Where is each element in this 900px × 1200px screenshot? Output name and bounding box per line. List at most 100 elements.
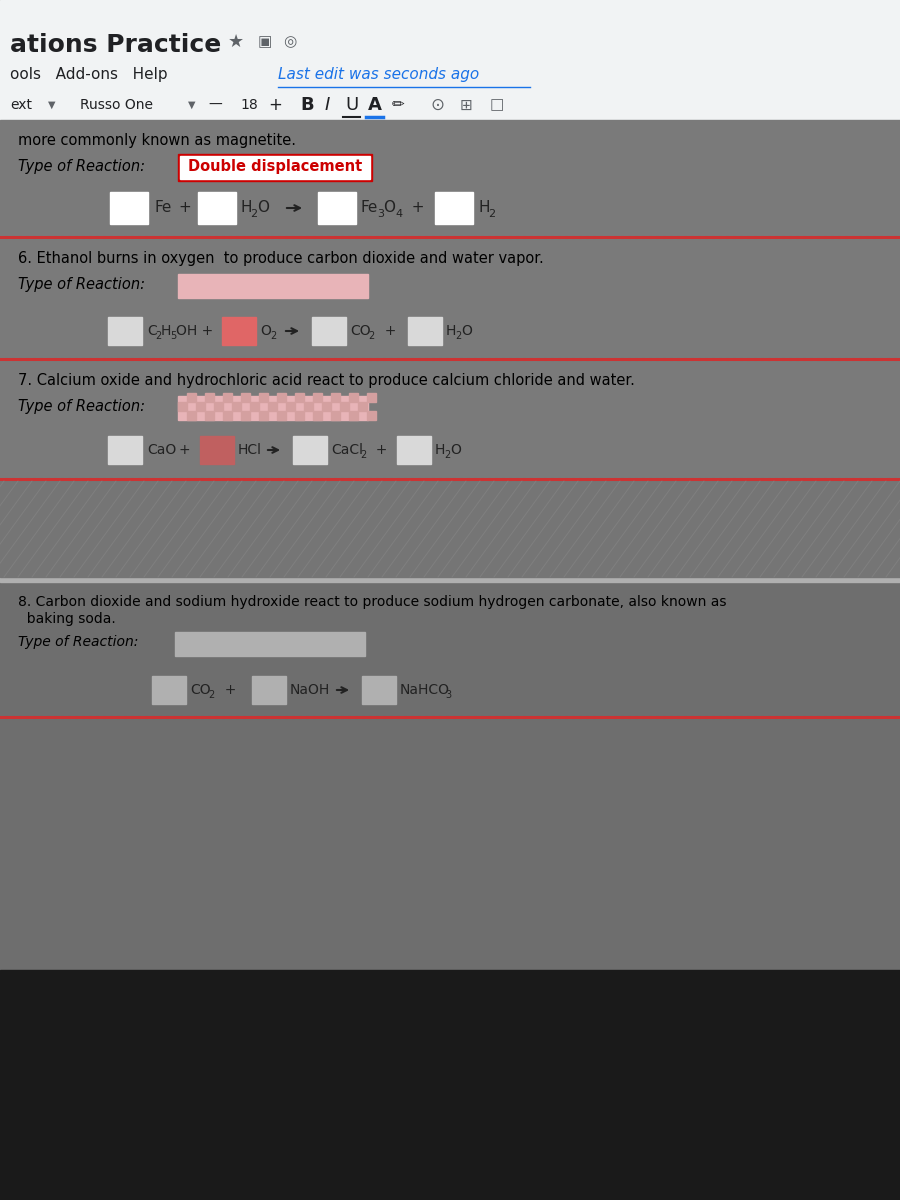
Text: Fe: Fe bbox=[360, 200, 377, 216]
Text: 8. Carbon dioxide and sodium hydroxide react to produce sodium hydrogen carbonat: 8. Carbon dioxide and sodium hydroxide r… bbox=[18, 595, 726, 608]
Text: ools   Add-ons   Help: ools Add-ons Help bbox=[10, 67, 167, 83]
Text: 7. Calcium oxide and hydrochloric acid react to produce calcium chloride and wat: 7. Calcium oxide and hydrochloric acid r… bbox=[18, 373, 634, 389]
Text: +: + bbox=[216, 683, 237, 697]
Text: NaHCO: NaHCO bbox=[400, 683, 450, 697]
Text: H: H bbox=[446, 324, 456, 338]
Text: ext: ext bbox=[10, 98, 32, 112]
Text: 2: 2 bbox=[488, 209, 495, 218]
Bar bbox=[223, 410, 232, 420]
Text: H: H bbox=[478, 200, 490, 216]
Text: ations Practice: ations Practice bbox=[10, 32, 221, 56]
Bar bbox=[286, 402, 295, 410]
Bar bbox=[214, 402, 223, 410]
Text: baking soda.: baking soda. bbox=[18, 612, 116, 626]
Text: O: O bbox=[383, 200, 395, 216]
Text: I: I bbox=[325, 96, 330, 114]
Text: +: + bbox=[376, 324, 396, 338]
Bar bbox=[241, 410, 250, 420]
Bar bbox=[367, 392, 376, 402]
Text: ▼: ▼ bbox=[48, 100, 56, 110]
Bar bbox=[200, 436, 234, 464]
Bar bbox=[259, 392, 268, 402]
Text: 6. Ethanol burns in oxygen  to produce carbon dioxide and water vapor.: 6. Ethanol burns in oxygen to produce ca… bbox=[18, 252, 544, 266]
Bar bbox=[313, 392, 322, 402]
Text: +: + bbox=[402, 200, 425, 216]
Bar bbox=[367, 410, 376, 420]
Bar bbox=[312, 317, 346, 346]
Text: ⊙: ⊙ bbox=[430, 96, 444, 114]
Bar bbox=[222, 317, 256, 346]
Text: O: O bbox=[257, 200, 269, 216]
Bar bbox=[187, 392, 196, 402]
Text: CO: CO bbox=[190, 683, 211, 697]
Bar bbox=[241, 392, 250, 402]
Text: +: + bbox=[367, 443, 387, 457]
Bar bbox=[293, 436, 327, 464]
Bar bbox=[397, 436, 431, 464]
Text: —: — bbox=[208, 98, 221, 112]
Text: 2: 2 bbox=[455, 331, 461, 341]
Bar bbox=[205, 392, 214, 402]
Bar bbox=[295, 392, 304, 402]
Text: +: + bbox=[178, 200, 191, 216]
Bar bbox=[198, 192, 236, 224]
Text: ★: ★ bbox=[228, 32, 244, 50]
Text: OH +: OH + bbox=[176, 324, 213, 338]
Text: Russo One: Russo One bbox=[80, 98, 153, 112]
Text: Fe: Fe bbox=[154, 200, 171, 216]
Bar bbox=[175, 632, 365, 656]
Bar bbox=[252, 676, 286, 704]
Bar bbox=[331, 392, 340, 402]
Text: H: H bbox=[161, 324, 171, 338]
Text: A: A bbox=[368, 96, 382, 114]
Bar bbox=[178, 154, 372, 181]
Bar bbox=[268, 402, 277, 410]
Text: 2: 2 bbox=[250, 209, 257, 218]
Text: ⊞: ⊞ bbox=[460, 97, 473, 113]
Bar bbox=[349, 410, 358, 420]
Bar bbox=[362, 676, 396, 704]
Text: 2: 2 bbox=[155, 331, 161, 341]
Text: 2: 2 bbox=[208, 690, 214, 700]
Bar bbox=[0, 120, 900, 580]
Text: Last edit was seconds ago: Last edit was seconds ago bbox=[278, 67, 479, 83]
Text: 2: 2 bbox=[444, 450, 450, 460]
Text: U: U bbox=[345, 96, 358, 114]
Bar bbox=[0, 578, 900, 970]
Bar bbox=[277, 410, 286, 420]
Bar bbox=[178, 274, 368, 298]
Text: ▼: ▼ bbox=[188, 100, 195, 110]
Bar bbox=[322, 402, 331, 410]
Bar bbox=[196, 402, 205, 410]
Bar bbox=[0, 0, 900, 120]
Bar bbox=[0, 970, 900, 1200]
Text: 2: 2 bbox=[360, 450, 366, 460]
Text: CO: CO bbox=[350, 324, 371, 338]
Bar bbox=[304, 402, 313, 410]
Text: ▣: ▣ bbox=[258, 35, 273, 49]
Text: H: H bbox=[240, 200, 251, 216]
Text: B: B bbox=[300, 96, 313, 114]
Text: more commonly known as magnetite.: more commonly known as magnetite. bbox=[18, 132, 296, 148]
Bar bbox=[0, 481, 900, 577]
Text: 2: 2 bbox=[270, 331, 276, 341]
Text: Type of Reaction:: Type of Reaction: bbox=[18, 160, 145, 174]
Bar bbox=[349, 392, 358, 402]
Bar bbox=[340, 402, 349, 410]
Text: Type of Reaction:: Type of Reaction: bbox=[18, 635, 139, 649]
Bar bbox=[178, 396, 368, 420]
Bar bbox=[318, 192, 356, 224]
Bar bbox=[358, 402, 367, 410]
Bar bbox=[178, 402, 187, 410]
Text: HCl: HCl bbox=[238, 443, 262, 457]
Text: H: H bbox=[435, 443, 446, 457]
Bar bbox=[110, 192, 148, 224]
Bar bbox=[408, 317, 442, 346]
Text: C: C bbox=[147, 324, 157, 338]
Text: O: O bbox=[461, 324, 472, 338]
Text: Double displacement: Double displacement bbox=[188, 160, 362, 174]
Bar bbox=[152, 676, 186, 704]
Bar bbox=[0, 577, 900, 582]
Bar bbox=[232, 402, 241, 410]
Text: CaCl: CaCl bbox=[331, 443, 363, 457]
